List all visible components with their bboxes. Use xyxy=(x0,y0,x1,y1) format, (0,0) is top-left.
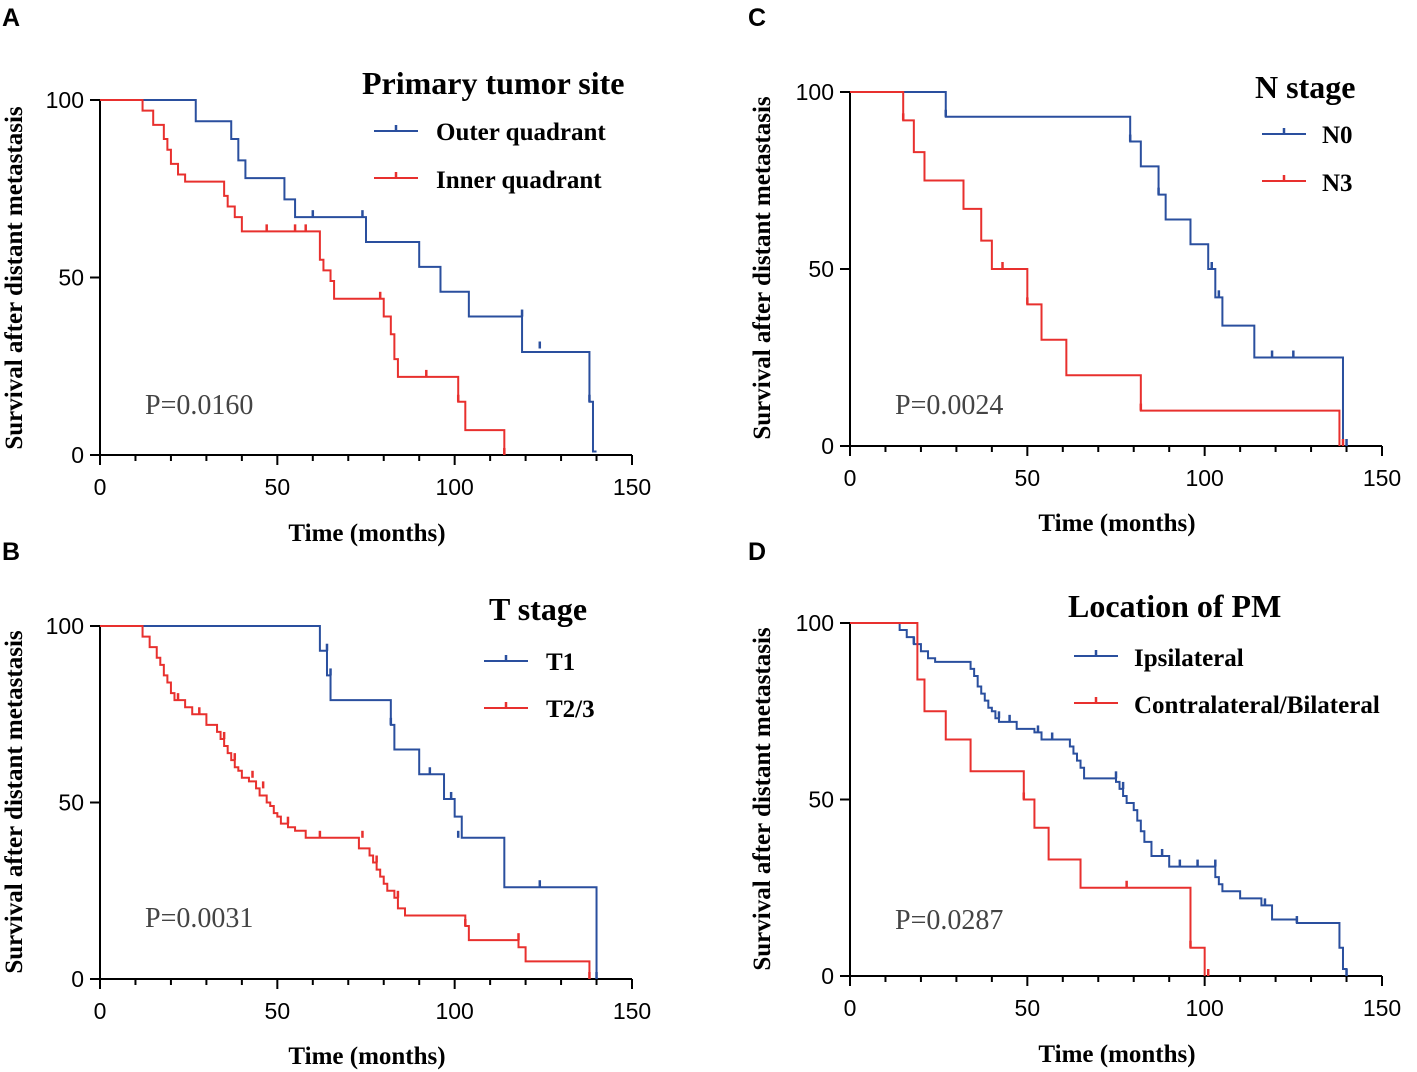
x-tick-label: 100 xyxy=(1185,465,1223,491)
series-inner-quadrant xyxy=(100,99,506,455)
y-axis-title: Survival after distant metastasis xyxy=(1,106,28,450)
x-tick-label: 150 xyxy=(613,998,651,1024)
y-tick-label: 100 xyxy=(46,87,84,113)
panel-label: A xyxy=(2,4,20,32)
series-n0 xyxy=(850,91,1348,446)
legend-title: T stage xyxy=(489,591,587,627)
legend-label: Contralateral/Bilateral xyxy=(1134,692,1380,719)
x-tick-label: 100 xyxy=(435,998,473,1024)
x-tick-label: 50 xyxy=(1015,465,1041,491)
panel-label: C xyxy=(748,4,766,32)
series-t2-3 xyxy=(100,625,591,979)
p-value: P=0.0024 xyxy=(895,390,1003,421)
panel-c: C N stage N0 N3 P=0.0024 Time (months) S… xyxy=(748,4,1401,537)
panel-a: A Primary tumor site Outer quadrant Inne… xyxy=(1,4,651,547)
legend-entry-ipsilateral: Ipsilateral xyxy=(1074,645,1244,672)
survival-curve xyxy=(100,625,598,979)
x-tick-label: 100 xyxy=(435,474,473,500)
y-tick-label: 50 xyxy=(808,787,834,813)
y-tick-label: 0 xyxy=(71,966,84,992)
x-axis-title: Time (months) xyxy=(1038,1041,1195,1068)
p-value: P=0.0160 xyxy=(145,390,253,421)
legend-title: N stage xyxy=(1255,69,1355,105)
x-tick-label: 50 xyxy=(1015,995,1041,1021)
legend-entry-n0: N0 xyxy=(1262,122,1353,149)
panel-b: B T stage T1 T2/3 P=0.0031 Time (months)… xyxy=(1,538,651,1070)
y-tick-label: 50 xyxy=(58,790,84,816)
legend-label: N3 xyxy=(1322,170,1353,197)
legend-title: Location of PM xyxy=(1068,588,1281,624)
legend-label: T1 xyxy=(546,649,575,676)
legend-entry-outer-quadrant: Outer quadrant xyxy=(374,119,606,146)
y-axis-title: Survival after distant metastasis xyxy=(749,96,776,440)
x-tick-label: 0 xyxy=(844,465,857,491)
x-tick-label: 150 xyxy=(1363,995,1401,1021)
panel-label: B xyxy=(2,538,20,566)
survival-curve xyxy=(100,99,597,453)
x-tick-label: 0 xyxy=(844,995,857,1021)
legend-entry-n3: N3 xyxy=(1262,170,1353,197)
legend-label: Ipsilateral xyxy=(1134,645,1244,672)
panel-d: D Location of PM Ipsilateral Contralater… xyxy=(748,538,1401,1068)
survival-curve xyxy=(850,91,1344,446)
y-tick-label: 0 xyxy=(71,442,84,468)
series-ipsilateral xyxy=(850,622,1348,976)
series-outer-quadrant xyxy=(100,99,597,453)
x-tick-label: 50 xyxy=(265,998,291,1024)
axes: 0 50 100 0 50 100 150 xyxy=(46,613,652,1024)
y-tick-label: 50 xyxy=(58,265,84,291)
legend-title: Primary tumor site xyxy=(362,65,624,101)
y-axis-title: Survival after distant metastasis xyxy=(749,627,776,971)
series-t1 xyxy=(100,625,598,979)
axes: 0 50 100 0 50 100 150 xyxy=(796,610,1402,1021)
x-tick-label: 100 xyxy=(1185,995,1223,1021)
survival-curve xyxy=(100,99,506,455)
y-tick-label: 100 xyxy=(796,79,834,105)
y-tick-label: 0 xyxy=(821,433,834,459)
series-contralateral-bilateral xyxy=(850,622,1210,976)
axes: 0 50 100 0 50 100 150 xyxy=(796,79,1402,491)
axes: 0 50 100 0 50 100 150 xyxy=(46,87,652,500)
series-n3 xyxy=(850,91,1345,446)
p-value: P=0.0031 xyxy=(145,903,253,934)
legend-label: Outer quadrant xyxy=(436,119,606,146)
x-axis-title: Time (months) xyxy=(288,520,445,547)
x-axis-title: Time (months) xyxy=(288,1043,445,1070)
panel-label: D xyxy=(748,538,766,566)
y-tick-label: 0 xyxy=(821,963,834,989)
x-tick-label: 150 xyxy=(613,474,651,500)
y-tick-label: 100 xyxy=(796,610,834,636)
x-axis-title: Time (months) xyxy=(1038,510,1195,537)
legend-entry-t1: T1 xyxy=(484,649,575,676)
x-tick-label: 0 xyxy=(94,474,107,500)
legend-label: N0 xyxy=(1322,122,1353,149)
y-tick-label: 100 xyxy=(46,613,84,639)
y-tick-label: 50 xyxy=(808,256,834,282)
x-tick-label: 50 xyxy=(265,474,291,500)
legend-label: Inner quadrant xyxy=(436,167,602,194)
x-tick-label: 0 xyxy=(94,998,107,1024)
survival-curve xyxy=(100,625,591,979)
y-axis-title: Survival after distant metastasis xyxy=(1,630,28,974)
x-tick-label: 150 xyxy=(1363,465,1401,491)
survival-curve xyxy=(850,91,1341,446)
survival-curve xyxy=(850,622,1348,976)
p-value: P=0.0287 xyxy=(895,905,1003,936)
legend-label: T2/3 xyxy=(546,696,595,723)
legend-entry-contralateral-bilateral: Contralateral/Bilateral xyxy=(1074,692,1380,719)
legend-entry-t2-3: T2/3 xyxy=(484,696,595,723)
legend-entry-inner-quadrant: Inner quadrant xyxy=(374,167,602,194)
